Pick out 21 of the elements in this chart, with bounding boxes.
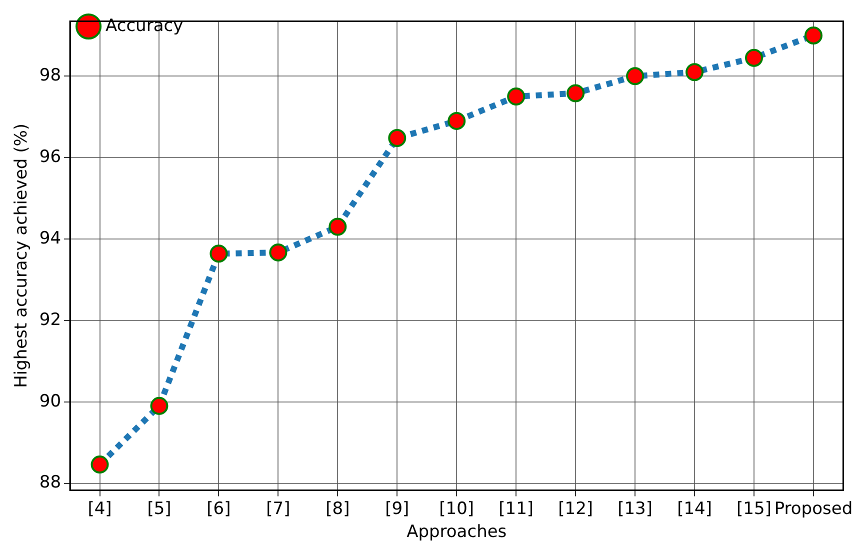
y-tick-label: 98: [39, 66, 62, 86]
y-tick-label: 94: [39, 228, 62, 248]
y-tick-label: 92: [39, 310, 62, 330]
x-tick-label: [7]: [266, 498, 290, 519]
y-tick-label: 96: [39, 147, 62, 168]
y-tick-label: 88: [39, 472, 62, 493]
x-tick-label: [14]: [677, 498, 712, 519]
x-tick-label: [8]: [326, 498, 350, 519]
x-tick-label: [15]: [736, 498, 772, 519]
x-tick-label: [4]: [88, 498, 112, 519]
x-tick-label: [12]: [558, 498, 594, 519]
x-tick-label: [6]: [206, 498, 231, 519]
x-axis-title: Approaches: [406, 522, 507, 542]
x-tick-label: Proposed: [774, 498, 853, 519]
y-tick-label: 90: [39, 391, 62, 412]
y-axis-title: Highest accuracy achieved (%): [12, 123, 32, 388]
x-tick-label: [11]: [498, 498, 534, 519]
x-tick-label: [10]: [439, 498, 474, 519]
x-tick-label: [5]: [147, 498, 172, 519]
x-tick-label: [9]: [385, 498, 410, 519]
x-tick-label: [13]: [618, 498, 653, 519]
